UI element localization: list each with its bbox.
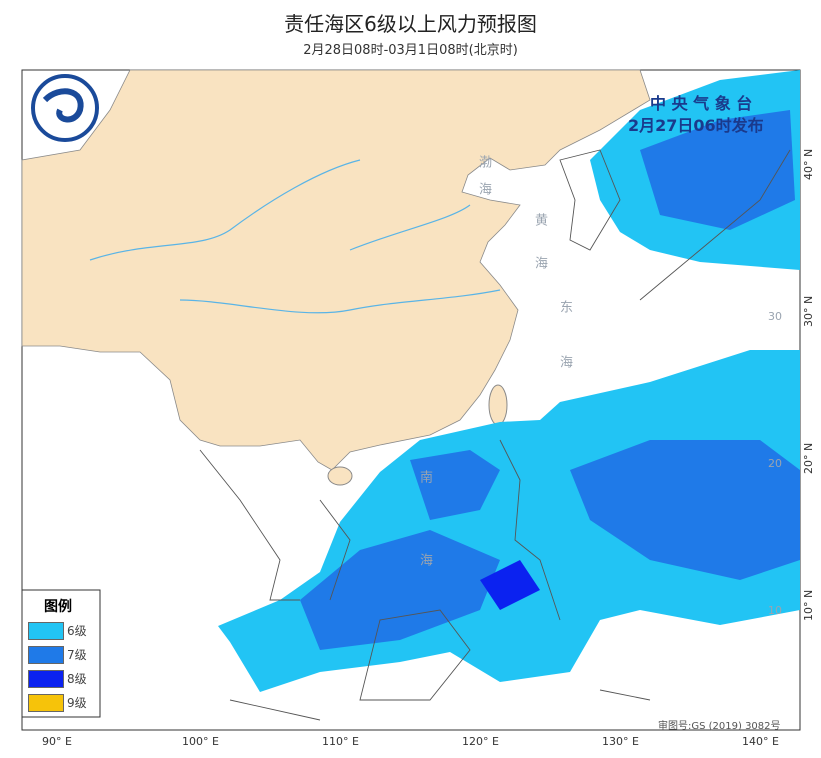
lon-label: 110° E	[322, 735, 359, 748]
issuer: 中 央 气 象 台	[650, 94, 753, 113]
lat-label: 30° N	[802, 295, 815, 327]
legend-label: 9级	[67, 696, 87, 710]
sea-label: 南海	[417, 470, 432, 636]
legend-label: 6级	[67, 624, 87, 638]
wind-area	[640, 110, 795, 230]
grid-label: 10	[768, 604, 782, 617]
wind-area	[300, 530, 500, 650]
legend-swatch	[28, 646, 64, 664]
lon-label: 100° E	[182, 735, 219, 748]
approval: 审图号:GS (2019) 3082号	[658, 721, 781, 732]
lat-label: 20° N	[802, 442, 815, 474]
sea-label: 东海	[557, 300, 572, 410]
legend-swatch	[28, 670, 64, 688]
legend-swatch	[28, 622, 64, 640]
legend-title: 图例	[44, 599, 72, 615]
title: 责任海区6级以上风力预报图	[284, 12, 537, 36]
grid-label: 20	[768, 457, 782, 470]
sea-label: 黄海	[532, 213, 547, 299]
logo	[31, 74, 99, 142]
lat-label: 40° N	[802, 148, 815, 180]
wind-area	[570, 440, 800, 580]
lon-label: 120° E	[462, 735, 499, 748]
subtitle: 2月28日08时-03月1日08时(北京时)	[303, 43, 518, 58]
lon-label: 130° E	[602, 735, 639, 748]
legend-label: 8级	[67, 672, 87, 686]
logo-mark	[42, 88, 84, 123]
wind-area	[410, 450, 500, 520]
legend-swatch	[28, 694, 64, 712]
grid-label: 30	[768, 310, 782, 323]
sea-label: 渤海	[476, 155, 491, 209]
coastlines	[199, 149, 791, 721]
rivers	[89, 159, 501, 314]
legend-label: 7级	[67, 648, 87, 662]
lon-label: 90° E	[42, 735, 72, 748]
wind-area	[480, 560, 540, 610]
lat-label: 10° N	[802, 589, 815, 621]
lon-label: 140° E	[742, 735, 779, 748]
taiwan	[488, 384, 508, 426]
hainan	[327, 466, 353, 486]
issue-time: 2月27日06时发布	[628, 116, 764, 135]
china-land	[21, 69, 651, 471]
